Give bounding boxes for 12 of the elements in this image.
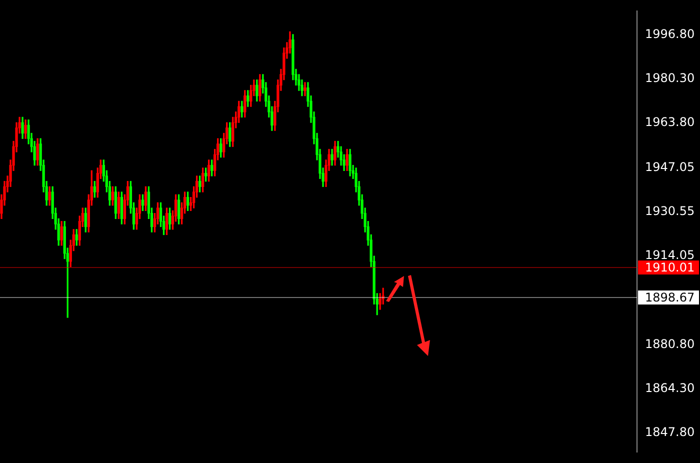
y-tick-label: 1914.05 [645, 248, 695, 262]
y-tick-label: 1947.05 [645, 160, 695, 174]
y-tick-label: 1847.80 [645, 424, 695, 439]
y-tick-label: 1996.80 [645, 27, 695, 42]
y-tick-label: 1980.30 [645, 71, 695, 86]
y-tick-label: 1963.80 [645, 115, 695, 130]
ref-line-label: 1898.67 [645, 290, 695, 305]
candlestick [304, 82, 306, 96]
y-tick-label: 1880.80 [645, 336, 695, 351]
ref-line-label: 1910.01 [645, 260, 695, 275]
y-tick-label: 1930.55 [645, 204, 695, 218]
y-tick-label: 1864.30 [645, 380, 695, 395]
